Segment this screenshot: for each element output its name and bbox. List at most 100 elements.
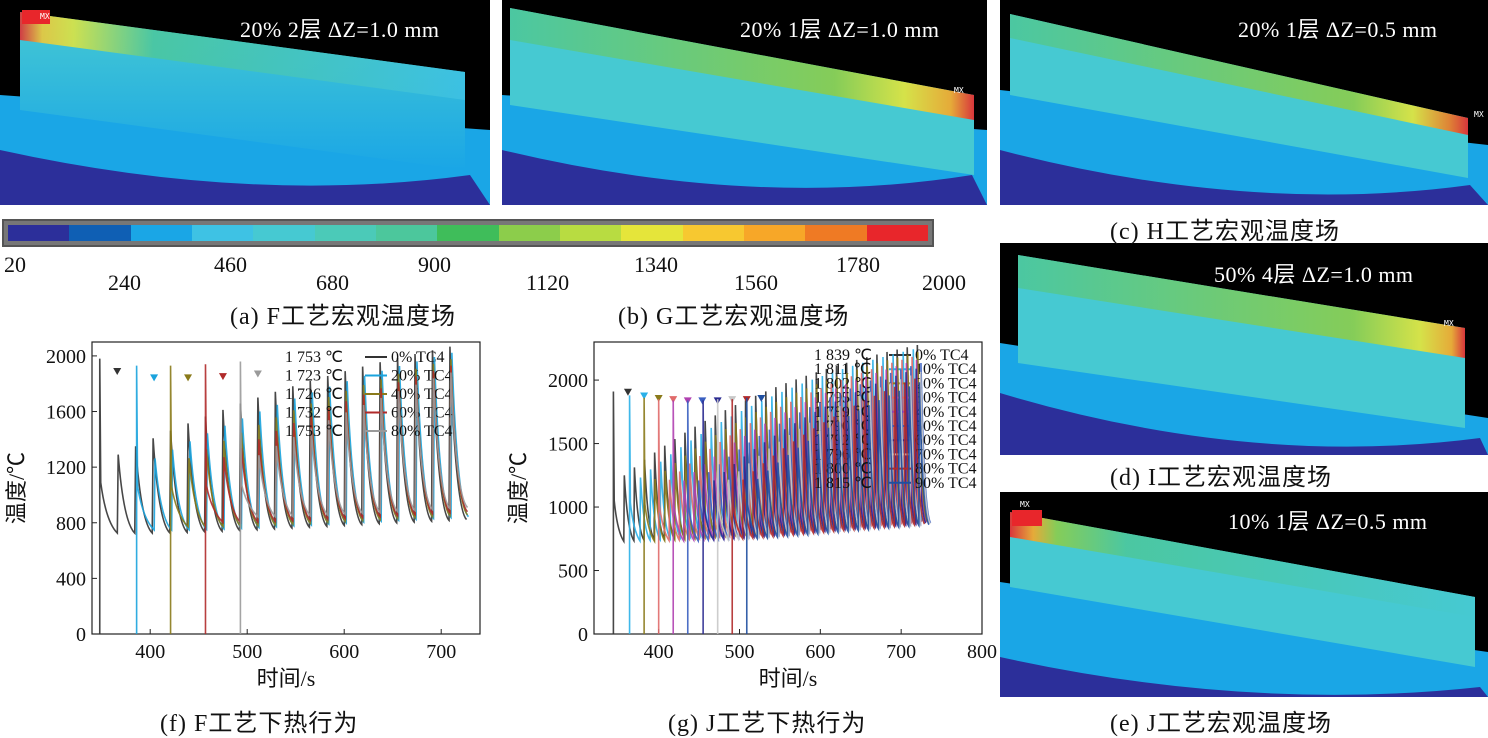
- x-tick-label: 700: [886, 641, 916, 663]
- colorbar-tick-label: 20: [4, 252, 26, 277]
- temperature-field-panel-a: MX 20% 2层 ΔZ=1.0 mm: [0, 0, 490, 205]
- panel-d-label: 50% 4层 ΔZ=1.0 mm: [1214, 262, 1414, 287]
- y-tick-label: 2000: [548, 370, 588, 392]
- colorbar-tick-label: 900: [418, 252, 451, 277]
- series-line: [731, 378, 926, 634]
- legend-peak-label: 1 839 ℃: [814, 347, 872, 364]
- chart-f-svg: 400 500 600 700 0 400 800 1200 1600 2000 时间/s 温度/℃ 1…: [4, 341, 481, 691]
- y-tick-label: 500: [558, 561, 588, 583]
- legend-series-name: 80% TC4: [391, 423, 452, 440]
- caption-b: (b) G工艺宏观温度场: [618, 304, 850, 330]
- colorbar-segment: [437, 225, 499, 241]
- caption-g: (g) J工艺下热行为: [668, 711, 867, 737]
- chart-g: 400 500 600 700 800 0 500 1000 1500 2000 时间/s 温度/℃ 1…: [500, 330, 1000, 702]
- x-tick-label: 700: [426, 641, 456, 663]
- max-marker: MX: [1474, 110, 1484, 119]
- temperature-field-panel-e: MX 10% 1层 ΔZ=0.5 mm: [1000, 492, 1488, 697]
- peak-marker: [669, 396, 678, 404]
- max-marker: MX: [954, 86, 964, 95]
- series-line: [745, 382, 930, 634]
- series-line: [657, 356, 923, 634]
- legend-peak-label: 1 815 ℃: [814, 475, 872, 492]
- colorbar-tick-label: 2000: [922, 270, 966, 295]
- x-axis-label: 时间/s: [257, 666, 316, 691]
- colorbar-segment: [805, 225, 867, 241]
- panel-b-label: 20% 1层 ΔZ=1.0 mm: [740, 17, 940, 42]
- temperature-field-render-b: [502, 8, 987, 205]
- caption-c: (c) H工艺宏观温度场: [1110, 219, 1340, 245]
- max-marker: MX: [1444, 319, 1454, 328]
- panel-e-label: 10% 1层 ΔZ=0.5 mm: [1228, 509, 1428, 534]
- peak-marker: [757, 394, 766, 402]
- colorbar-segment: [682, 225, 744, 241]
- legend-series-name: 10% TC4: [915, 361, 976, 378]
- legend-series-name: 70% TC4: [915, 446, 976, 463]
- x-tick-label: 500: [725, 641, 755, 663]
- colorbar-segment: [69, 225, 131, 241]
- colorbar-segment: [375, 225, 438, 241]
- colorbar-segment: [191, 225, 254, 241]
- peak-marker: [253, 370, 262, 378]
- legend-series-name: 80% TC4: [915, 461, 976, 478]
- colorbar-tick-label: 460: [214, 252, 247, 277]
- colorbar-tick-label: 240: [108, 270, 141, 295]
- chart-f: 400 500 600 700 0 400 800 1200 1600 2000 时间/s 温度/℃ 1…: [0, 330, 500, 702]
- y-tick-label: 1600: [46, 402, 86, 424]
- x-tick-label: 800: [967, 641, 997, 663]
- y-tick-label: 800: [56, 513, 86, 535]
- max-marker: MX: [40, 12, 50, 21]
- colorbar-segment: [621, 225, 683, 241]
- caption-f: (f) F工艺下热行为: [160, 711, 359, 737]
- peak-marker: [113, 367, 122, 375]
- series-line: [204, 364, 469, 634]
- temperature-field-panel-c: MX 20% 1层 ΔZ=0.5 mm: [1000, 0, 1488, 205]
- legend-series-name: 60% TC4: [915, 432, 976, 449]
- temperature-field-render-a: [0, 10, 490, 205]
- colorbar-tick-label: 1120: [526, 270, 570, 295]
- legend-series-name: 40% TC4: [915, 404, 976, 421]
- y-axis-label: 温度/℃: [506, 452, 531, 524]
- caption-e: (e) J工艺宏观温度场: [1110, 711, 1332, 737]
- y-tick-label: 1200: [46, 457, 86, 479]
- legend-series-name: 20% TC4: [915, 375, 976, 392]
- chart-g-svg: 400 500 600 700 800 0 500 1000 1500 2000 时间/s 温度/℃ 1…: [506, 341, 997, 691]
- legend-peak-label: 1 795 ℃: [814, 390, 872, 407]
- temperature-field-render-c: [1000, 14, 1488, 205]
- peak-marker: [623, 388, 632, 396]
- colorbar-segment: [8, 225, 70, 241]
- legend-peak-label: 1 789 ℃: [814, 404, 872, 421]
- colorbar-tick-label: 1560: [734, 270, 778, 295]
- legend-series-name: 0% TC4: [915, 347, 968, 364]
- panel-c-label: 20% 1层 ΔZ=0.5 mm: [1238, 17, 1438, 42]
- legend-peak-label: 1 732 ℃: [285, 405, 343, 422]
- temperature-field-panel-d: MX 50% 4层 ΔZ=1.0 mm: [1000, 243, 1488, 455]
- series-line: [716, 371, 931, 634]
- y-axis-label: 温度/℃: [4, 452, 29, 524]
- legend-series-name: 20% TC4: [391, 368, 452, 385]
- peak-marker: [150, 374, 159, 382]
- legend-peak-label: 1 753 ℃: [285, 349, 343, 366]
- legend-series-name: 0% TC4: [391, 349, 444, 366]
- series-line: [239, 361, 469, 634]
- temperature-field-panel-b: MX 20% 1层 ΔZ=1.0 mm: [502, 0, 987, 205]
- y-tick-label: 2000: [46, 346, 86, 368]
- panel-a-label: 20% 2层 ΔZ=1.0 mm: [240, 17, 440, 42]
- peak-marker: [654, 394, 663, 402]
- legend-series-name: 40% TC4: [391, 386, 452, 403]
- y-tick-label: 400: [56, 568, 86, 590]
- colorbar-segment: [743, 225, 806, 241]
- colorbar-segment: [498, 225, 560, 241]
- x-tick-label: 600: [805, 641, 835, 663]
- legend-peak-label: 1 753 ℃: [285, 423, 343, 440]
- x-axis-label: 时间/s: [759, 666, 818, 691]
- max-marker: MX: [1020, 500, 1030, 509]
- y-tick-label: 1000: [548, 497, 588, 519]
- legend-series-name: 50% TC4: [915, 418, 976, 435]
- peak-marker: [640, 392, 649, 400]
- temperature-colorbar: [2, 219, 934, 247]
- temperature-field-render-d: [1000, 255, 1488, 455]
- colorbar-segment: [866, 225, 928, 241]
- caption-a: (a) F工艺宏观温度场: [230, 304, 456, 330]
- legend-peak-label: 1 802 ℃: [814, 375, 872, 392]
- legend-series-name: 90% TC4: [915, 475, 976, 492]
